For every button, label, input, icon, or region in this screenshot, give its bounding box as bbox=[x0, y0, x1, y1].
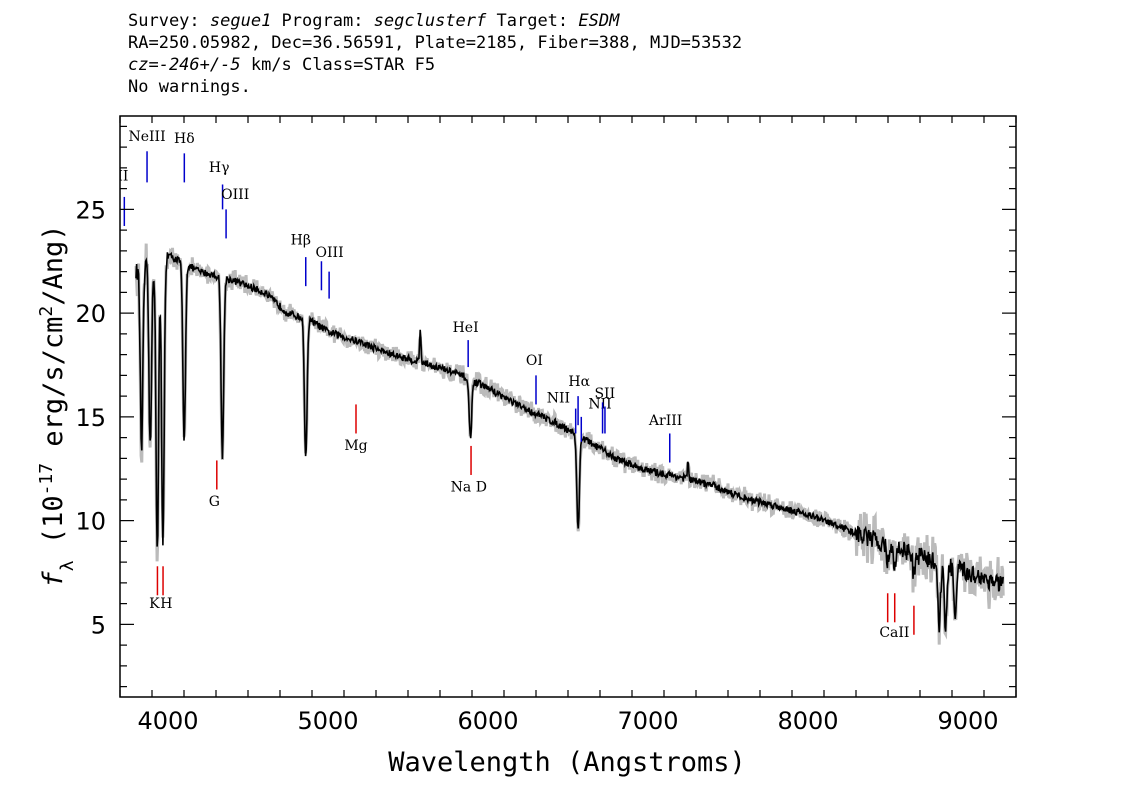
emission-line-label: HeI bbox=[453, 320, 479, 336]
x-tick-label: 5000 bbox=[297, 707, 358, 735]
target-value: ESDM bbox=[578, 11, 620, 31]
emission-line-label: OI bbox=[526, 353, 543, 369]
y-tick-label: 5 bbox=[91, 611, 106, 639]
flux-spectrum-line bbox=[135, 251, 1004, 633]
y-tick-label: 20 bbox=[75, 300, 106, 328]
y-tick-label: 15 bbox=[75, 404, 106, 432]
y-axis-title: fλ (10-17 erg/s/cm2/Ang) bbox=[36, 224, 78, 587]
spectrum-header: Survey: segue1 Program: segclusterf Targ… bbox=[128, 10, 742, 98]
emission-line-label: OIII bbox=[221, 187, 249, 203]
flux-error-band bbox=[134, 243, 1005, 645]
target-label: Target: bbox=[486, 11, 579, 31]
emission-line-label: Hα bbox=[568, 374, 590, 390]
x-tick-label: 8000 bbox=[777, 707, 838, 735]
x-tick-label: 7000 bbox=[617, 707, 678, 735]
emission-line-label: NII bbox=[547, 390, 570, 406]
absorption-line-label: Mg bbox=[344, 438, 367, 454]
absorption-line-label: H bbox=[160, 596, 172, 612]
y-tick-label: 10 bbox=[75, 508, 106, 536]
header-survey-line: Survey: segue1 Program: segclusterf Targ… bbox=[128, 10, 742, 32]
x-tick-label: 9000 bbox=[937, 707, 998, 735]
emission-line-label: Hδ bbox=[174, 131, 195, 147]
emission-line-label: ΙΙ bbox=[117, 168, 128, 184]
emission-line-label: SII bbox=[594, 386, 615, 402]
x-tick-label: 4000 bbox=[137, 707, 198, 735]
header-cz-line: cz=-246+/-5 km/s Class=STAR F5 bbox=[128, 54, 742, 76]
axis-ticks bbox=[119, 116, 1017, 697]
emission-line-label: OIII bbox=[316, 245, 344, 261]
header-warnings-line: No warnings. bbox=[128, 77, 251, 97]
survey-label: Survey: bbox=[128, 11, 210, 31]
emission-line-label: NII bbox=[588, 397, 611, 413]
absorption-line-label: K bbox=[149, 596, 160, 612]
plot-frame bbox=[119, 115, 1017, 698]
axis-tick-labels: 4000 5000 6000 7000 8000 9000 5 10 15 20 25 bbox=[75, 196, 998, 735]
program-value: segclusterf bbox=[373, 11, 487, 31]
program-label: Program: bbox=[271, 11, 374, 31]
absorption-line-label: CaII bbox=[879, 625, 909, 641]
survey-value: segue1 bbox=[209, 11, 272, 31]
x-tick-label: 6000 bbox=[457, 707, 518, 735]
header-coords-line: RA=250.05982, Dec=36.56591, Plate=2185, … bbox=[128, 33, 743, 53]
absorption-line-label: Na D bbox=[451, 480, 487, 496]
cz-value: cz=-246+/-5 bbox=[128, 55, 241, 75]
emission-line-label: NeIII bbox=[128, 129, 165, 145]
x-axis-title: Wavelength (Angstroms) bbox=[388, 747, 746, 778]
emission-line-label: Hβ bbox=[291, 233, 311, 249]
emission-line-label: Hγ bbox=[209, 160, 230, 176]
y-tick-label: 25 bbox=[75, 196, 106, 224]
absorption-line-label: G bbox=[209, 494, 220, 510]
emission-line-label: ArIII bbox=[648, 413, 682, 429]
class-info: km/s Class=STAR F5 bbox=[240, 55, 436, 75]
